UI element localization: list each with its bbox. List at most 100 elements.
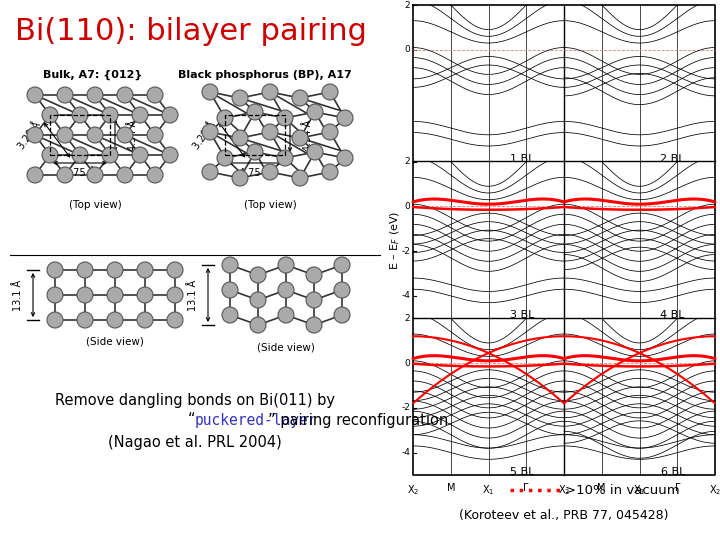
- Text: “: “: [187, 413, 195, 428]
- Circle shape: [232, 130, 248, 146]
- Text: 4.75 Å: 4.75 Å: [239, 168, 271, 178]
- Circle shape: [222, 257, 238, 273]
- Circle shape: [307, 144, 323, 160]
- Circle shape: [137, 287, 153, 303]
- Circle shape: [322, 124, 338, 140]
- Circle shape: [27, 127, 43, 143]
- Circle shape: [102, 147, 118, 163]
- Circle shape: [72, 147, 88, 163]
- Circle shape: [27, 167, 43, 183]
- Text: X$_2$: X$_2$: [558, 483, 570, 497]
- Circle shape: [202, 164, 218, 180]
- Circle shape: [107, 262, 123, 278]
- Circle shape: [162, 147, 178, 163]
- Text: 2: 2: [405, 1, 410, 10]
- Text: Bulk, A7: {012}: Bulk, A7: {012}: [43, 70, 143, 80]
- Text: Bi(110): bilayer pairing: Bi(110): bilayer pairing: [15, 17, 367, 46]
- Circle shape: [47, 312, 63, 328]
- Circle shape: [107, 287, 123, 303]
- Circle shape: [292, 90, 308, 106]
- Circle shape: [57, 167, 73, 183]
- Circle shape: [202, 124, 218, 140]
- Circle shape: [277, 110, 293, 126]
- Text: ” pairing reconfiguration: ” pairing reconfiguration: [268, 413, 449, 428]
- Circle shape: [250, 317, 266, 333]
- Circle shape: [47, 262, 63, 278]
- Text: 2: 2: [405, 157, 410, 166]
- Text: 0: 0: [404, 45, 410, 54]
- Circle shape: [306, 267, 322, 283]
- Circle shape: [292, 170, 308, 186]
- Text: (Koroteev et al., PRB 77, 045428): (Koroteev et al., PRB 77, 045428): [459, 509, 669, 522]
- Circle shape: [222, 307, 238, 323]
- Text: Γ: Γ: [523, 483, 529, 493]
- Circle shape: [247, 104, 263, 120]
- Circle shape: [77, 262, 93, 278]
- Circle shape: [334, 257, 350, 273]
- Circle shape: [167, 262, 183, 278]
- Circle shape: [307, 104, 323, 120]
- Circle shape: [102, 107, 118, 123]
- Circle shape: [72, 107, 88, 123]
- Text: X$_1$: X$_1$: [482, 483, 495, 497]
- Circle shape: [117, 87, 133, 103]
- Circle shape: [337, 110, 353, 126]
- Circle shape: [107, 312, 123, 328]
- Text: (Side view): (Side view): [257, 342, 315, 352]
- Text: -4: -4: [401, 292, 410, 300]
- Text: -2: -2: [401, 247, 410, 256]
- Text: M: M: [598, 483, 606, 493]
- Circle shape: [117, 167, 133, 183]
- Text: 3.28 Å: 3.28 Å: [17, 119, 43, 151]
- Circle shape: [232, 170, 248, 186]
- Circle shape: [334, 307, 350, 323]
- Text: M: M: [446, 483, 455, 493]
- Circle shape: [250, 267, 266, 283]
- Text: >10% in vacuum: >10% in vacuum: [565, 483, 680, 496]
- Circle shape: [232, 90, 248, 106]
- Text: puckered-layer: puckered-layer: [195, 413, 318, 428]
- Circle shape: [87, 87, 103, 103]
- Circle shape: [167, 312, 183, 328]
- Text: 3 BL: 3 BL: [510, 310, 534, 320]
- Circle shape: [147, 127, 163, 143]
- Circle shape: [278, 307, 294, 323]
- Bar: [225, 115, 285, 155]
- Text: 3.28 Å: 3.28 Å: [192, 119, 218, 151]
- Circle shape: [57, 87, 73, 103]
- Circle shape: [222, 282, 238, 298]
- Circle shape: [117, 127, 133, 143]
- Text: 4.54 Å: 4.54 Å: [128, 119, 138, 151]
- Text: Γ: Γ: [675, 483, 680, 493]
- Text: E – E$_F$ (eV): E – E$_F$ (eV): [388, 210, 402, 269]
- Circle shape: [278, 282, 294, 298]
- Bar: [50, 115, 110, 155]
- Circle shape: [217, 150, 233, 166]
- Text: (Nagao et al. PRL 2004): (Nagao et al. PRL 2004): [108, 435, 282, 449]
- Text: 13.1 Å: 13.1 Å: [13, 279, 23, 310]
- Text: 0: 0: [404, 202, 410, 211]
- Circle shape: [162, 107, 178, 123]
- Circle shape: [77, 312, 93, 328]
- Text: 4.54 Å: 4.54 Å: [303, 119, 313, 151]
- Text: -4: -4: [401, 448, 410, 457]
- Circle shape: [27, 87, 43, 103]
- Circle shape: [147, 87, 163, 103]
- Text: X$_2$: X$_2$: [407, 483, 419, 497]
- Circle shape: [277, 150, 293, 166]
- Circle shape: [132, 147, 148, 163]
- Circle shape: [262, 84, 278, 100]
- Circle shape: [262, 124, 278, 140]
- Circle shape: [322, 84, 338, 100]
- Circle shape: [217, 110, 233, 126]
- Circle shape: [42, 107, 58, 123]
- Text: 4 BL: 4 BL: [660, 310, 685, 320]
- Text: X$_2$: X$_2$: [708, 483, 720, 497]
- Circle shape: [334, 282, 350, 298]
- Text: (Top view): (Top view): [243, 200, 297, 210]
- Text: 0: 0: [404, 359, 410, 368]
- Text: 1 BL: 1 BL: [510, 154, 534, 164]
- Circle shape: [337, 150, 353, 166]
- Circle shape: [87, 127, 103, 143]
- Circle shape: [292, 130, 308, 146]
